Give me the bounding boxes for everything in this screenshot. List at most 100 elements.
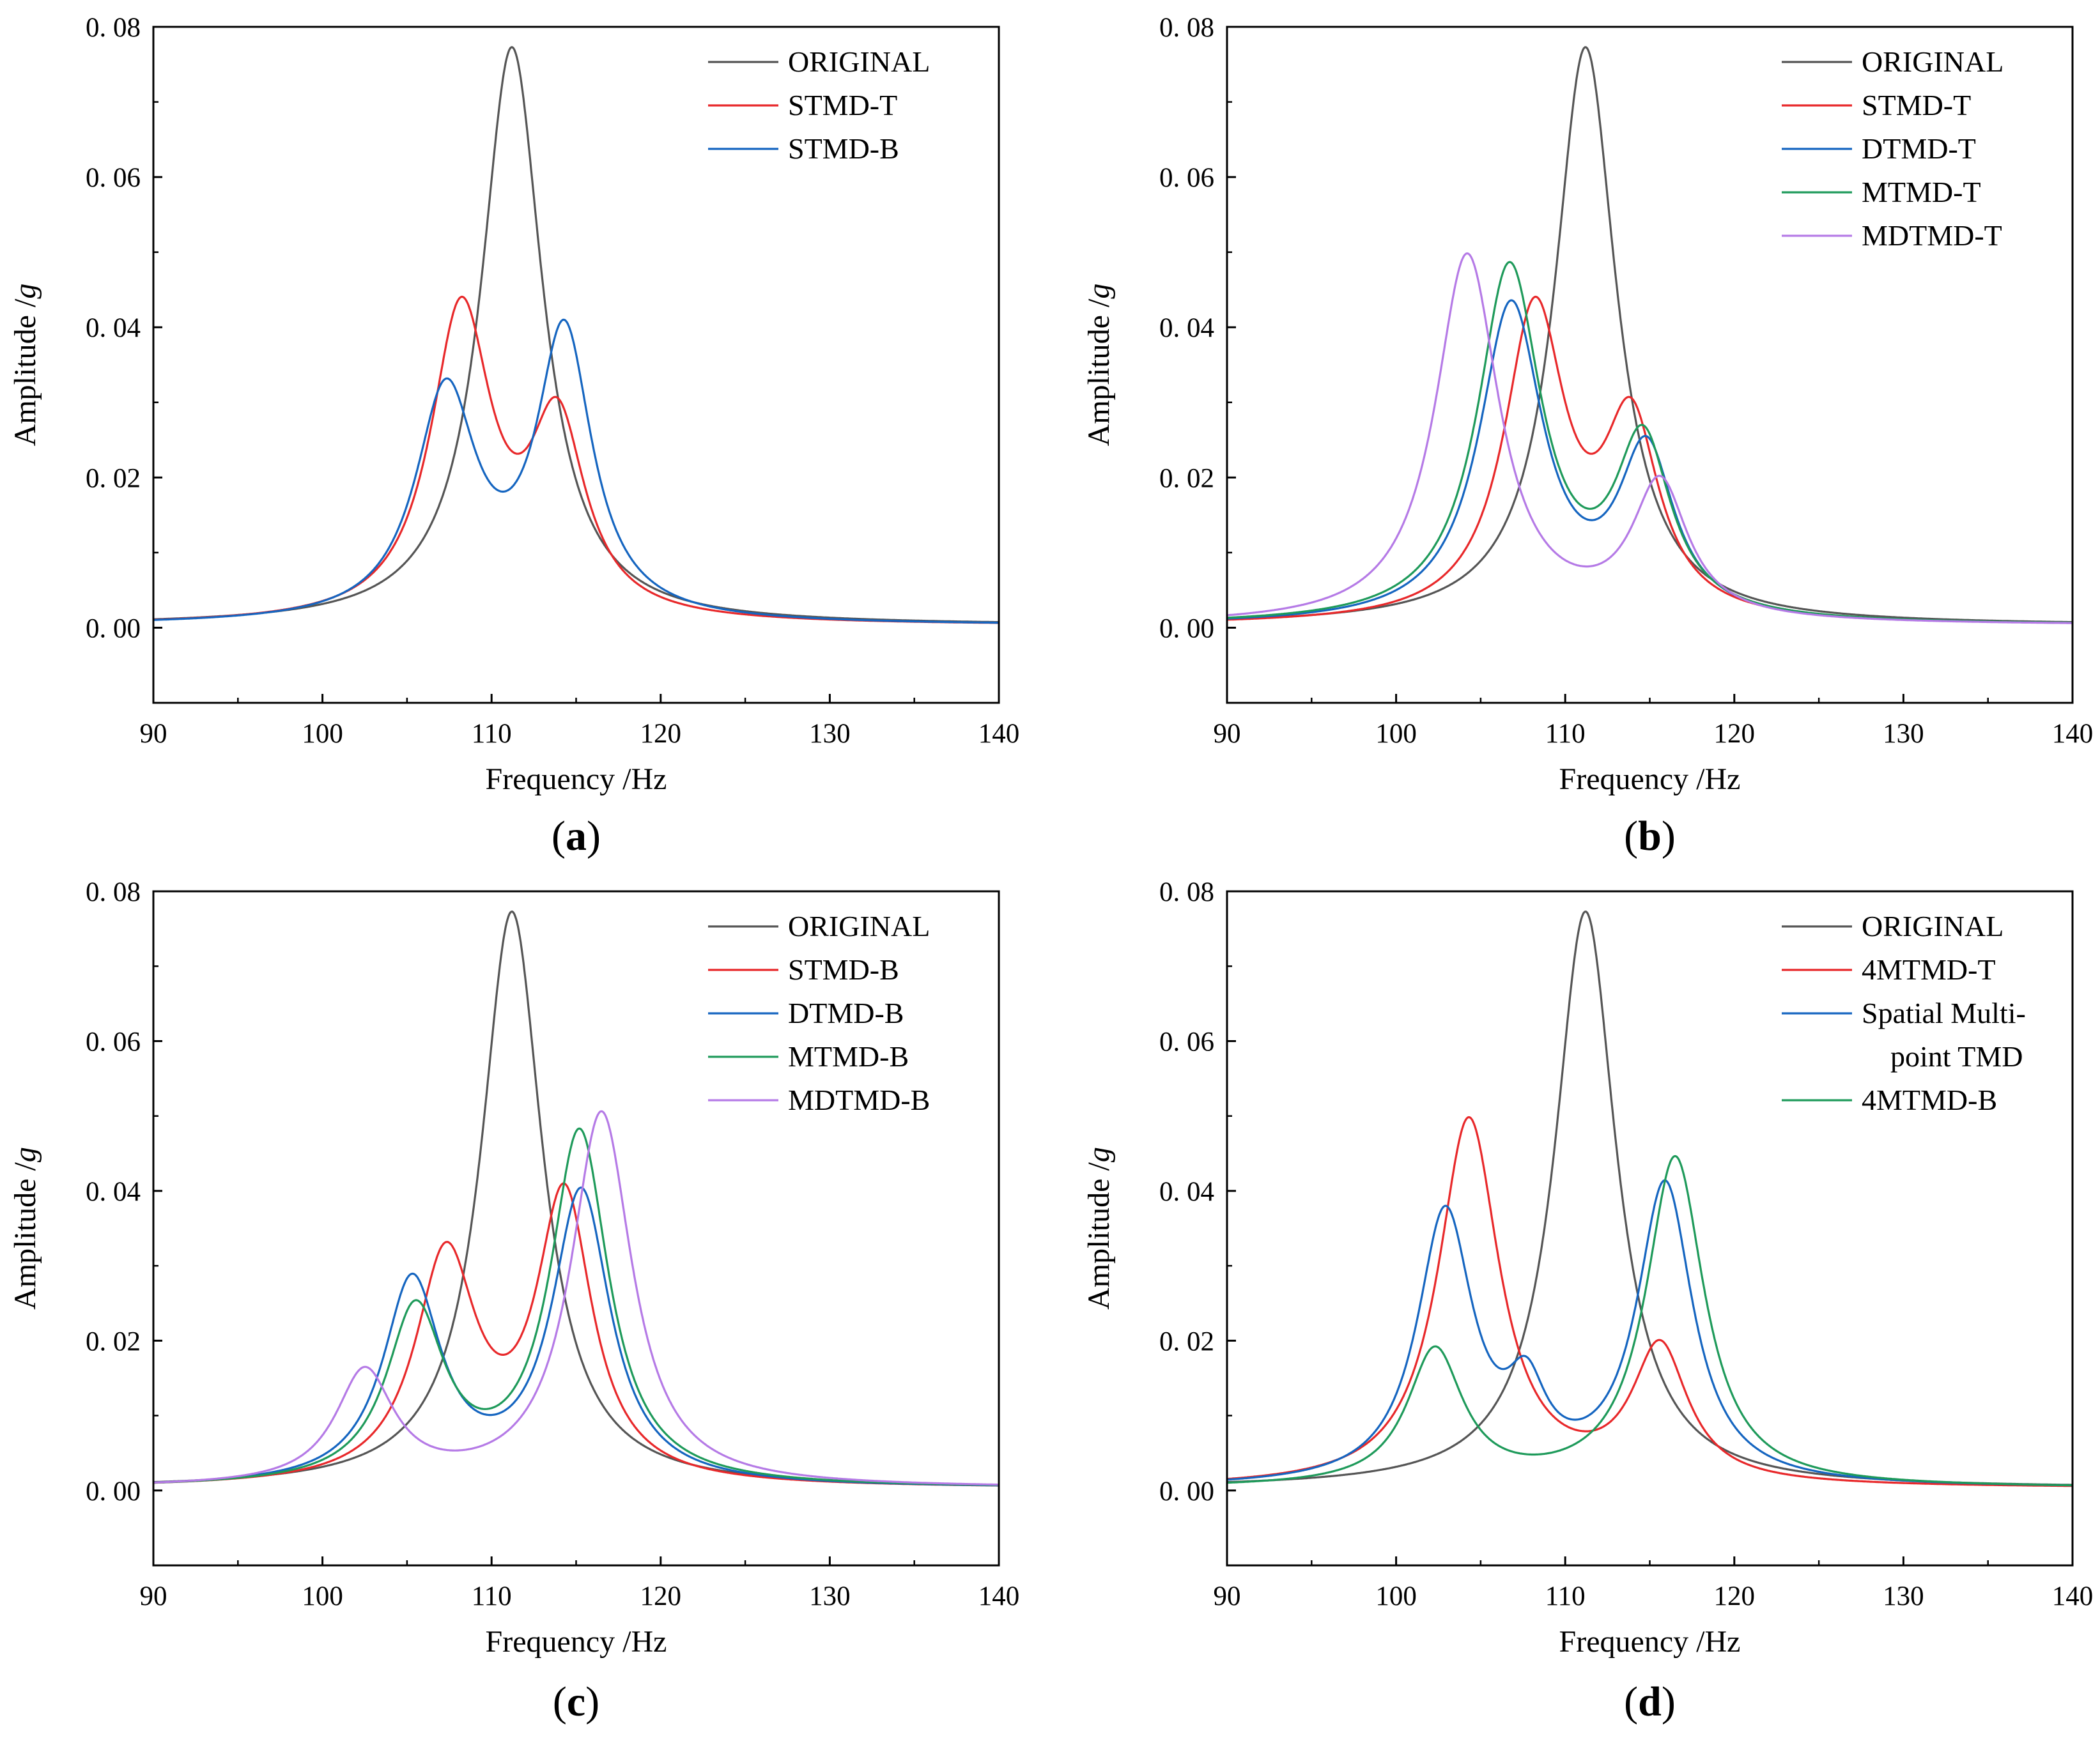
- legend-item: 4MTMD-B: [1782, 1084, 1997, 1116]
- x-axis-title: Frequency /Hz: [486, 1625, 667, 1659]
- y-tick-label: 0. 04: [1159, 1177, 1214, 1207]
- x-tick-label: 130: [809, 1581, 851, 1611]
- panel-label: (a): [552, 813, 601, 859]
- legend-label: Spatial Multi-: [1862, 997, 2026, 1029]
- legend-label: MDTMD-B: [788, 1084, 930, 1116]
- legend-item: MDTMD-T: [1782, 219, 2002, 252]
- x-tick-label: 90: [140, 719, 167, 749]
- x-tick-label: 100: [302, 1581, 343, 1611]
- x-tick-label: 110: [1545, 719, 1586, 749]
- y-tick-label: 0. 04: [86, 1177, 141, 1207]
- legend-label: ORIGINAL: [1862, 910, 2003, 942]
- legend-item: ORIGINAL: [708, 910, 930, 942]
- legend-label: ORIGINAL: [788, 45, 930, 78]
- x-tick-label: 90: [140, 1581, 167, 1611]
- y-axis-title: Amplitude /g: [8, 284, 42, 447]
- legend-item: MDTMD-B: [708, 1084, 930, 1116]
- x-axis-title: Frequency /Hz: [1559, 1625, 1741, 1659]
- x-tick-label: 140: [978, 719, 1020, 749]
- series-line-original: [1227, 46, 2073, 624]
- series-line-mtmd-b: [153, 1127, 999, 1486]
- plot-frame: [152, 26, 1000, 704]
- series-line-spatial-multi-point-tmd: [1227, 1179, 2073, 1487]
- x-axis-title: Frequency /Hz: [1559, 762, 1741, 796]
- legend-label: STMD-B: [788, 953, 899, 986]
- y-tick-label: 0. 06: [1159, 1027, 1214, 1057]
- legend-label: MDTMD-T: [1862, 219, 2002, 252]
- legend-item: STMD-T: [1782, 89, 1971, 121]
- y-tick-label: 0. 00: [1159, 613, 1214, 643]
- x-tick-label: 120: [640, 1581, 682, 1611]
- x-tick-label: 100: [1375, 1581, 1417, 1611]
- legend-item: 4MTMD-T: [1782, 953, 1996, 986]
- y-tick-label: 0. 08: [1159, 13, 1214, 43]
- x-tick-label: 110: [472, 1581, 512, 1611]
- legend-item: DTMD-T: [1782, 132, 1976, 165]
- y-tick-label: 0. 00: [1159, 1477, 1214, 1507]
- y-tick-label: 0. 00: [86, 613, 141, 643]
- y-tick-label: 0. 06: [86, 163, 141, 193]
- legend-item: ORIGINAL: [1782, 910, 2003, 942]
- chart-panel-b: 90 100 110 120 130 140 0. 00 0. 02 0. 04 0. 06 0. …: [1082, 13, 2093, 859]
- series-line-stmd-b: [153, 318, 999, 624]
- legend-label: DTMD-B: [788, 997, 904, 1029]
- y-tick-label: 0. 06: [86, 1027, 141, 1057]
- x-tick-label: 130: [1883, 1581, 1924, 1611]
- x-tick-label: 100: [1375, 719, 1417, 749]
- legend-item: Spatial Multi-point TMD: [1782, 997, 2026, 1073]
- x-tick-label: 120: [640, 719, 682, 749]
- legend-label: STMD-T: [1862, 89, 1971, 121]
- x-tick-label: 130: [809, 719, 851, 749]
- legend-label: MTMD-B: [788, 1040, 909, 1073]
- x-tick-label: 90: [1214, 1581, 1241, 1611]
- series-line-mdtmd-t: [1227, 252, 2073, 624]
- panel-label: (c): [553, 1678, 599, 1725]
- y-tick-label: 0. 04: [86, 313, 141, 343]
- y-tick-label: 0. 02: [86, 1326, 141, 1356]
- x-tick-label: 120: [1714, 1581, 1756, 1611]
- y-tick-label: 0. 08: [86, 877, 141, 907]
- legend-item: MTMD-B: [708, 1040, 909, 1073]
- series-line-mtmd-t: [1227, 261, 2073, 624]
- y-axis-title: Amplitude /g: [1082, 284, 1116, 447]
- legend-item: ORIGINAL: [1782, 45, 2003, 78]
- x-tick-label: 100: [302, 719, 343, 749]
- series-line-mdtmd-b: [153, 1110, 999, 1486]
- legend-label: ORIGINAL: [788, 910, 930, 942]
- series-line-dtmd-t: [1227, 299, 2073, 624]
- y-tick-label: 0. 02: [86, 463, 141, 493]
- legend-item: DTMD-B: [708, 997, 904, 1029]
- y-axis-title: Amplitude /g: [1082, 1147, 1116, 1310]
- x-tick-label: 140: [978, 1581, 1020, 1611]
- legend-label: point TMD: [1890, 1040, 2023, 1073]
- chart-panel-a: 90 100 110 120 130 140 0. 00 0. 02 0. 04 0. 06 0. …: [8, 13, 1019, 859]
- legend-label: MTMD-T: [1862, 176, 1981, 208]
- series-line-4mtmd-t: [1227, 1116, 2073, 1487]
- y-tick-label: 0. 02: [1159, 1326, 1214, 1356]
- legend-label: 4MTMD-B: [1862, 1084, 1997, 1116]
- y-tick-label: 0. 00: [86, 1477, 141, 1507]
- x-tick-label: 110: [1545, 1581, 1586, 1611]
- legend-item: ORIGINAL: [708, 45, 930, 78]
- legend-label: ORIGINAL: [1862, 45, 2003, 78]
- x-axis-title: Frequency /Hz: [486, 762, 667, 796]
- x-tick-label: 110: [472, 719, 512, 749]
- legend-item: STMD-B: [708, 132, 899, 165]
- chart-panel-c: 90 100 110 120 130 140 0. 00 0. 02 0. 04 0. 06 0. …: [8, 877, 1019, 1725]
- panel-label: (b): [1624, 813, 1676, 859]
- series-line-stmd-t: [153, 295, 999, 624]
- series-line-4mtmd-b: [1227, 1155, 2073, 1487]
- series-line-stmd-t: [1227, 295, 2073, 624]
- y-tick-label: 0. 08: [1159, 877, 1214, 907]
- y-tick-label: 0. 08: [86, 13, 141, 43]
- y-tick-label: 0. 04: [1159, 313, 1214, 343]
- legend-item: STMD-B: [708, 953, 899, 986]
- legend-label: STMD-T: [788, 89, 897, 121]
- x-tick-label: 120: [1714, 719, 1756, 749]
- panel-label: (d): [1624, 1678, 1676, 1725]
- legend-label: STMD-B: [788, 132, 899, 165]
- legend-item: MTMD-T: [1782, 176, 1981, 208]
- y-tick-label: 0. 02: [1159, 463, 1214, 493]
- x-tick-label: 140: [2052, 1581, 2094, 1611]
